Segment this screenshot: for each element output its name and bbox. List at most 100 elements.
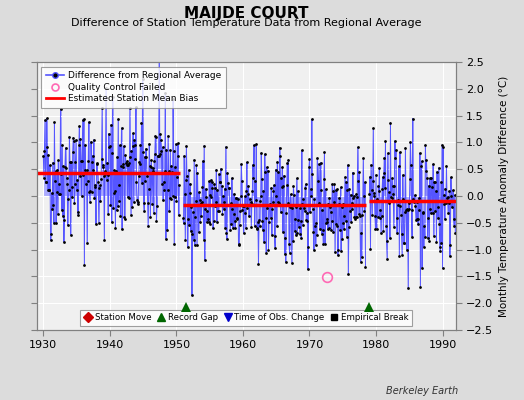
Point: [189, 209, 197, 215]
Point: [348, 169, 357, 176]
Point: [378, 186, 386, 192]
Point: [214, 208, 222, 214]
Point: [195, 196, 204, 203]
Point: [209, 225, 217, 232]
Point: [49, 202, 58, 208]
Point: [269, 198, 277, 205]
Point: [381, 138, 390, 144]
Point: [398, 172, 407, 178]
Point: [169, 96, 177, 102]
Point: [45, 186, 53, 193]
Point: [356, 259, 365, 265]
Point: [305, 164, 313, 170]
Point: [40, 148, 49, 154]
Point: [340, 213, 348, 219]
Point: [86, 198, 94, 205]
Point: [50, 220, 58, 226]
Point: [235, 222, 244, 228]
Point: [144, 223, 152, 230]
Point: [321, 241, 329, 247]
Point: [400, 240, 408, 246]
Point: [265, 219, 273, 225]
Point: [43, 144, 51, 150]
Point: [432, 188, 440, 194]
Point: [289, 183, 298, 190]
Point: [172, 140, 180, 147]
Point: [269, 188, 278, 194]
Point: [116, 213, 125, 220]
Point: [374, 214, 382, 220]
Point: [88, 159, 96, 165]
Point: [346, 192, 355, 198]
Point: [378, 174, 387, 180]
Point: [292, 175, 301, 182]
Point: [153, 203, 161, 209]
Point: [136, 142, 145, 148]
Point: [295, 224, 303, 230]
Point: [60, 238, 68, 245]
Point: [114, 116, 123, 123]
Point: [225, 202, 234, 209]
Point: [137, 170, 145, 176]
Point: [131, 142, 139, 148]
Point: [224, 180, 232, 186]
Point: [116, 142, 124, 148]
Point: [300, 208, 309, 214]
Point: [273, 159, 281, 165]
Point: [311, 242, 320, 248]
Point: [187, 204, 195, 210]
Point: [388, 175, 396, 181]
Point: [162, 146, 171, 153]
Point: [336, 227, 344, 234]
Point: [52, 220, 60, 226]
Point: [258, 218, 267, 224]
Point: [125, 160, 133, 166]
Point: [234, 242, 243, 249]
Point: [124, 194, 132, 200]
Point: [337, 204, 346, 210]
Point: [328, 181, 336, 187]
Point: [441, 216, 449, 222]
Point: [200, 236, 208, 243]
Point: [292, 204, 300, 210]
Point: [424, 215, 432, 222]
Point: [330, 181, 339, 187]
Point: [427, 210, 435, 217]
Point: [198, 184, 206, 190]
Point: [127, 212, 135, 218]
Point: [291, 216, 299, 223]
Point: [308, 171, 316, 177]
Point: [347, 219, 355, 225]
Point: [396, 203, 405, 210]
Point: [442, 163, 451, 169]
Point: [264, 168, 272, 174]
Point: [301, 181, 310, 187]
Point: [206, 177, 215, 183]
Point: [335, 200, 343, 207]
Point: [430, 178, 439, 185]
Point: [272, 193, 280, 199]
Point: [138, 180, 146, 186]
Point: [283, 200, 292, 206]
Point: [110, 167, 118, 173]
Point: [140, 154, 149, 160]
Point: [342, 179, 350, 185]
Point: [379, 170, 388, 176]
Point: [91, 182, 99, 188]
Point: [253, 225, 261, 232]
Point: [431, 179, 439, 186]
Point: [303, 210, 311, 216]
Point: [313, 155, 321, 161]
Point: [229, 225, 237, 231]
Point: [450, 216, 458, 222]
Point: [182, 176, 190, 183]
Point: [160, 168, 169, 174]
Point: [128, 204, 136, 211]
Point: [372, 172, 380, 178]
Point: [411, 203, 420, 209]
Point: [108, 94, 117, 100]
Point: [309, 206, 317, 212]
Point: [386, 120, 395, 126]
Point: [90, 195, 99, 201]
Point: [182, 143, 191, 149]
